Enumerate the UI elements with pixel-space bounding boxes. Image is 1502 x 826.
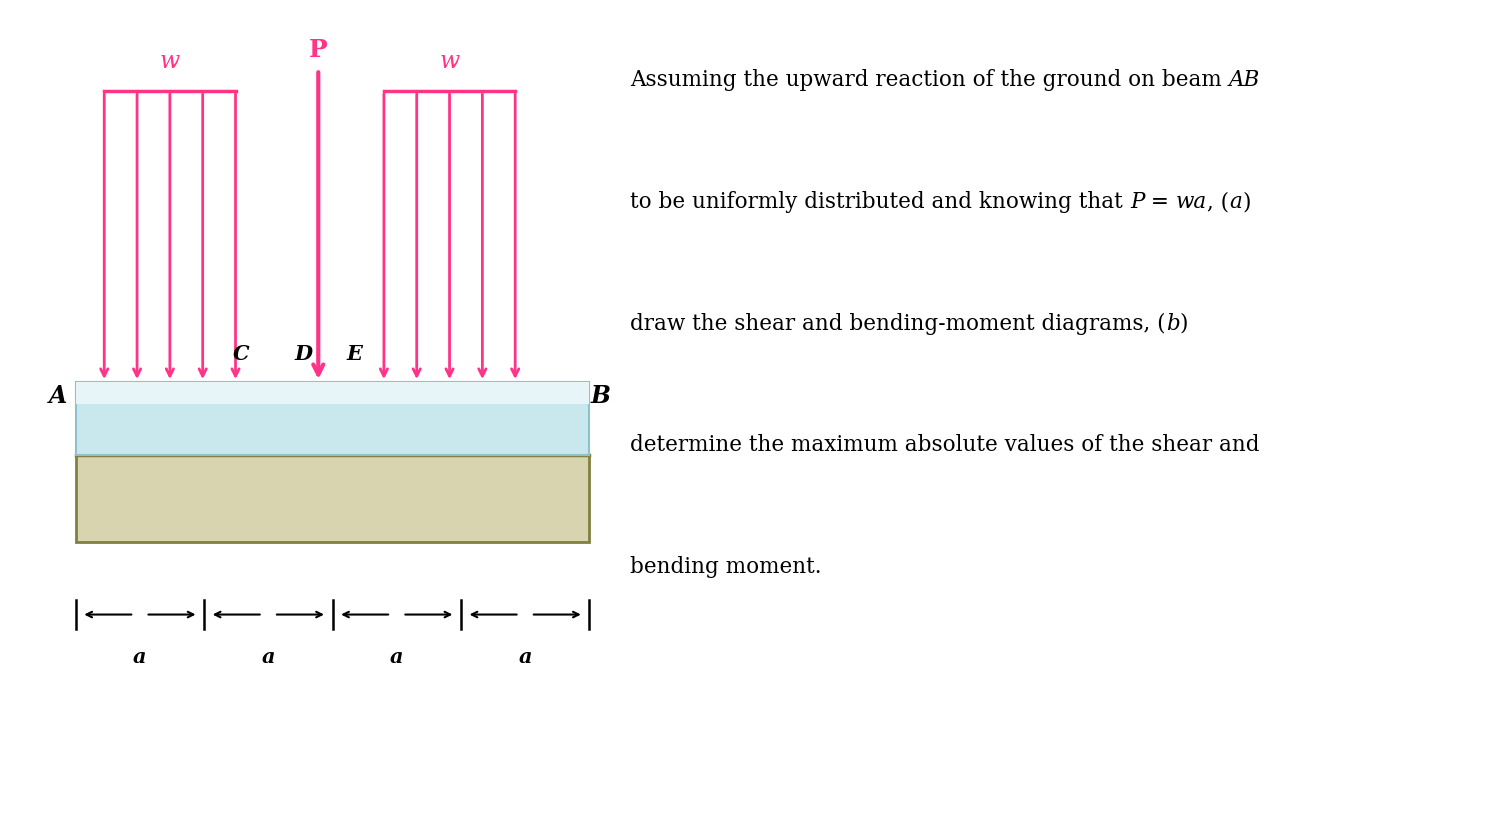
Text: , (: , ( <box>1208 191 1229 213</box>
Text: D: D <box>294 344 312 363</box>
Text: P: P <box>1130 191 1145 213</box>
Text: w: w <box>159 50 180 73</box>
Text: A: A <box>48 384 68 409</box>
Text: to be uniformly distributed and knowing that: to be uniformly distributed and knowing … <box>631 191 1130 213</box>
Text: bending moment.: bending moment. <box>631 556 822 578</box>
Text: ): ) <box>1242 191 1251 213</box>
Text: draw the shear and bending-moment diagrams, (: draw the shear and bending-moment diagra… <box>631 313 1166 335</box>
Text: a: a <box>134 648 147 667</box>
Text: Assuming the upward reaction of the ground on beam: Assuming the upward reaction of the grou… <box>631 69 1229 92</box>
Text: AB: AB <box>1229 69 1260 92</box>
Text: b: b <box>1166 313 1179 335</box>
Text: w: w <box>440 50 460 73</box>
Text: P: P <box>309 38 327 62</box>
Bar <box>75 454 589 542</box>
Text: a: a <box>261 648 275 667</box>
Text: a: a <box>391 648 404 667</box>
Text: E: E <box>347 344 362 363</box>
Text: a: a <box>518 648 532 667</box>
Bar <box>75 382 589 454</box>
Text: determine the maximum absolute values of the shear and: determine the maximum absolute values of… <box>631 434 1260 456</box>
Text: B: B <box>590 384 610 409</box>
Text: =: = <box>1145 191 1176 213</box>
Text: wa: wa <box>1176 191 1208 213</box>
Text: a: a <box>1229 191 1242 213</box>
Bar <box>75 382 589 404</box>
Text: ): ) <box>1179 313 1188 335</box>
Text: C: C <box>233 344 249 363</box>
